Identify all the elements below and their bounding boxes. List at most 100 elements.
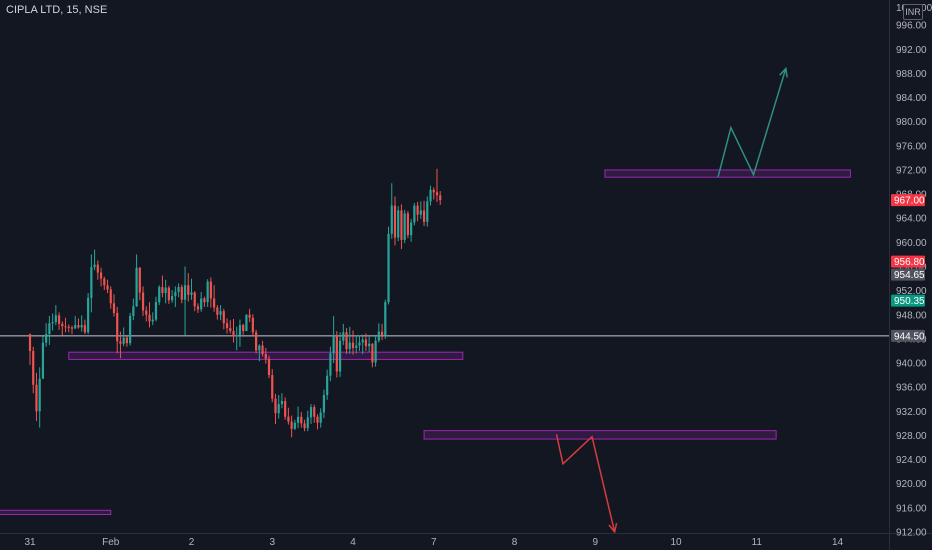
y-tick-label: 924.00 [896, 455, 927, 466]
y-tick-label: 916.00 [896, 503, 927, 514]
candle-body [429, 189, 432, 202]
candle-body [277, 404, 280, 414]
candle-body [338, 340, 342, 372]
y-tick-label: 948.00 [896, 310, 927, 321]
candle-body [203, 298, 206, 303]
x-tick-label: 14 [832, 537, 844, 548]
candle-body [41, 342, 45, 379]
candle-body [416, 205, 419, 215]
candle-body [255, 332, 258, 351]
candle-body [225, 323, 229, 329]
price-badge [891, 194, 925, 207]
candle-body [264, 353, 267, 359]
zone-rectangle[interactable] [423, 430, 777, 440]
candle-body [161, 287, 164, 294]
candle-body [38, 378, 41, 412]
candle-body [77, 325, 80, 328]
up-arrow[interactable] [717, 68, 787, 178]
candle-body [57, 315, 61, 324]
candle-body [316, 416, 319, 423]
candle-body [387, 233, 390, 303]
candle-body [413, 205, 416, 223]
candle-body [171, 296, 174, 301]
y-tick-label: 960.00 [896, 238, 927, 249]
x-tick-label: Feb [102, 537, 120, 548]
candle-body [368, 343, 371, 347]
y-tick-label: 972.00 [896, 165, 927, 176]
candle-body [410, 222, 413, 236]
symbol-title: CIPLA LTD, 15, NSE [6, 4, 107, 16]
candle-body [209, 281, 212, 299]
candle-body [112, 303, 116, 313]
candle-body [158, 287, 161, 303]
candle-body [290, 421, 293, 429]
candle-body [322, 395, 326, 413]
price-badge-label: 954.65 [894, 270, 925, 281]
candle-body [74, 325, 77, 329]
zone-rectangle[interactable] [0, 509, 112, 516]
zone-rectangle[interactable] [604, 169, 851, 178]
candle-body [329, 353, 332, 376]
x-tick-label: 11 [752, 537, 763, 548]
candle-body [187, 285, 190, 295]
candle-body [422, 210, 426, 222]
x-tick-label: 4 [350, 537, 356, 548]
candle-body [361, 339, 364, 343]
y-tick-label: 964.00 [896, 214, 927, 225]
candle-body [280, 401, 284, 405]
y-tick-label: 940.00 [896, 359, 927, 370]
candle-body [45, 334, 48, 343]
price-badge [891, 268, 925, 281]
y-tick-label: 936.00 [896, 383, 927, 394]
candle-body [348, 342, 351, 350]
candle-body [67, 326, 70, 328]
candle-body [132, 306, 135, 316]
candle-body [54, 315, 57, 323]
candle-body [374, 340, 377, 363]
candle-body [193, 292, 196, 307]
candle-body [219, 311, 222, 315]
candle-body [258, 345, 261, 351]
candle-body [83, 325, 87, 333]
candle-body [229, 328, 232, 332]
candle-body [177, 287, 180, 292]
candle-body [28, 334, 32, 351]
candle-body [222, 311, 225, 324]
candle-body [125, 337, 128, 344]
candle-body [80, 325, 83, 328]
candle-body [129, 315, 132, 344]
projection-arrows[interactable] [555, 66, 788, 534]
candle-body [351, 342, 355, 348]
y-tick-label: 928.00 [896, 431, 927, 442]
candle-body [32, 350, 35, 385]
x-tick-label: 7 [431, 537, 437, 548]
candle-body [390, 205, 393, 234]
candle-body [313, 407, 316, 417]
candle-body [180, 287, 183, 300]
candle-body [206, 281, 209, 303]
candle-body [326, 375, 329, 396]
candle-body [261, 345, 264, 354]
candle-body [200, 298, 203, 310]
price-badge-label: 950.35 [894, 296, 925, 307]
currency-badge[interactable]: INR [903, 4, 923, 20]
candle-body [364, 339, 368, 347]
candle-body [167, 287, 170, 301]
candle-body [358, 342, 361, 346]
candle-body [342, 332, 345, 341]
candle-body [384, 302, 387, 336]
candle-body [296, 416, 300, 423]
candle-body [232, 331, 235, 337]
down-arrow[interactable] [555, 434, 616, 533]
candle-body [103, 278, 106, 286]
candle-body [135, 267, 138, 307]
candle-body [335, 335, 338, 372]
time-axis[interactable]: 31 Feb 2 3 4 7 8 9 10 11 14 [24, 537, 843, 548]
candle-body [35, 384, 38, 412]
arrow-head [608, 523, 618, 534]
candle-body [119, 341, 122, 344]
price-badges: 967.00 956.80 954.65 950.35 944.50 [891, 194, 925, 342]
candle-body [397, 210, 400, 238]
